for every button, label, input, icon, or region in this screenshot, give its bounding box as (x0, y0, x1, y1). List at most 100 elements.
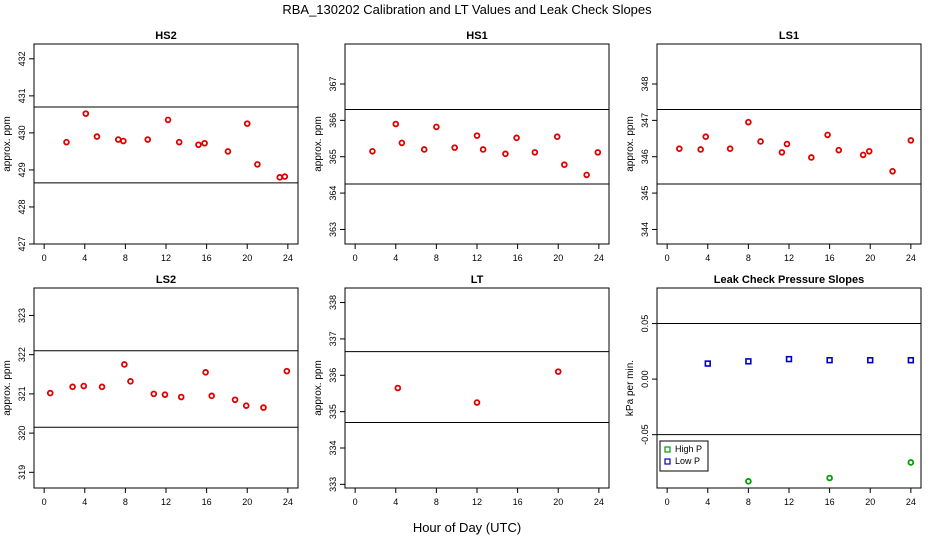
data-point (676, 145, 683, 153)
data-point (398, 139, 406, 147)
y-tick-label: 322 (17, 347, 27, 362)
y-tick-label: 430 (17, 125, 27, 140)
data-point (420, 146, 428, 153)
panel-title: HS1 (466, 30, 487, 42)
data-point (161, 391, 169, 398)
x-tick-label: 20 (242, 253, 252, 263)
data-point (46, 389, 54, 397)
y-tick-label: 346 (640, 149, 650, 164)
y-tick-label: 367 (328, 76, 338, 91)
data-point (778, 149, 786, 156)
x-tick-label: 24 (906, 253, 916, 263)
y-tick-label: 321 (17, 386, 27, 401)
y-tick-label: 366 (328, 113, 338, 128)
data-point (865, 147, 873, 155)
x-tick-label: 20 (865, 253, 875, 263)
x-tick-label: 24 (594, 497, 604, 507)
panel-title: Leak Check Pressure Slopes (714, 274, 864, 286)
x-tick-label: 24 (906, 497, 916, 507)
y-tick-label: -0.05 (640, 424, 650, 445)
data-point (704, 360, 711, 367)
x-tick-label: 16 (202, 497, 212, 507)
x-tick-label: 4 (393, 253, 398, 263)
x-tick-label: 12 (472, 497, 482, 507)
y-tick-label: 335 (328, 404, 338, 419)
y-axis-label: kPa per min. (625, 360, 636, 416)
x-tick-label: 8 (434, 497, 439, 507)
data-point (785, 355, 793, 363)
y-tick-label: 427 (17, 236, 27, 251)
x-tick-label: 20 (242, 497, 252, 507)
x-tick-label: 16 (825, 497, 835, 507)
data-point (63, 138, 70, 146)
data-point (260, 404, 267, 411)
data-point (907, 459, 915, 466)
y-tick-label: 333 (328, 477, 338, 492)
data-point (242, 402, 250, 409)
data-point (554, 368, 562, 375)
y-tick-label: 334 (328, 440, 338, 455)
y-tick-label: 429 (17, 162, 27, 177)
y-tick-label: 365 (328, 149, 338, 164)
data-point (502, 150, 509, 158)
data-point (69, 383, 76, 391)
y-tick-label: 345 (640, 186, 650, 201)
x-tick-label: 4 (393, 497, 398, 507)
panel-title: LT (471, 274, 484, 286)
data-point (114, 136, 122, 143)
x-tick-label: 0 (353, 497, 358, 507)
data-point (82, 110, 90, 117)
x-tick-label: 0 (665, 253, 670, 263)
x-tick-label: 0 (42, 497, 47, 507)
y-axis-label: approx. ppm (2, 116, 13, 172)
data-point (276, 174, 284, 181)
x-tick-label: 16 (513, 253, 523, 263)
data-point (150, 390, 158, 398)
panel-title: HS2 (155, 30, 176, 42)
panel-leak-check-pressure-slopes: Leak Check Pressure Slopes kPa per min. 0 4… (625, 274, 922, 507)
panel-ls2: LS2 approx. ppm 0 4 8 12 16 20 24 319 320 321 322 323 (2, 274, 299, 507)
figure-title: RBA_130202 Calibration and LT Values and… (282, 2, 652, 17)
y-tick-label: 364 (328, 186, 338, 201)
plot-frame (33, 43, 299, 245)
y-tick-label: 344 (640, 222, 650, 237)
data-point (281, 173, 289, 180)
y-axis-label: approx. ppm (2, 360, 13, 416)
panel-lt: LT approx. ppm 0 4 8 12 16 20 24 333 334 335 336 337 3… (313, 274, 610, 507)
x-tick-label: 0 (353, 253, 358, 263)
data-point (283, 367, 291, 375)
x-tick-label: 16 (513, 497, 523, 507)
data-point (473, 399, 481, 406)
data-point (451, 144, 458, 151)
x-tick-label: 12 (784, 253, 794, 263)
legend-label: Low P (675, 456, 700, 466)
panel-hs1: HS1 approx. ppm 0 4 8 12 16 20 24 363 364 365 366 367 (313, 30, 610, 263)
data-point (859, 151, 867, 159)
data-point (757, 138, 764, 145)
y-axis-label: approx. ppm (313, 360, 324, 416)
legend-label: High P (675, 444, 702, 454)
y-tick-label: 347 (640, 113, 650, 128)
data-point (93, 133, 101, 140)
data-point (201, 139, 208, 147)
data-point (120, 137, 127, 145)
x-tick-label: 4 (705, 497, 710, 507)
data-point (195, 141, 202, 149)
data-point (907, 357, 915, 364)
data-point (835, 146, 843, 154)
data-point (745, 478, 752, 485)
data-point (224, 148, 232, 155)
data-point (80, 382, 88, 390)
y-tick-label: 320 (17, 426, 27, 441)
x-tick-label: 24 (594, 253, 604, 263)
data-point (907, 137, 915, 144)
legend-marker (664, 458, 671, 465)
x-tick-label: 24 (283, 253, 293, 263)
data-point (726, 145, 734, 153)
x-tick-label: 0 (665, 497, 670, 507)
data-point (867, 357, 874, 364)
data-point (479, 146, 487, 153)
x-tick-label: 12 (784, 497, 794, 507)
